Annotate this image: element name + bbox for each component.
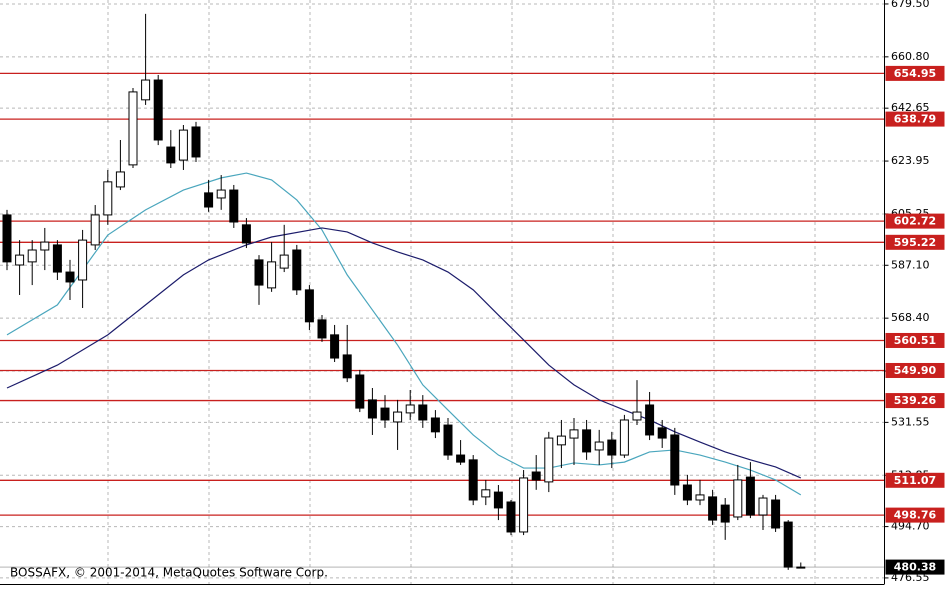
- candle-body: [645, 404, 655, 436]
- candle-body: [342, 354, 352, 379]
- candle-body: [607, 439, 617, 456]
- price-label-box: [885, 393, 945, 409]
- price-label-box: [885, 111, 945, 127]
- candle-body: [796, 566, 806, 569]
- candle-body: [178, 129, 188, 161]
- candle-body: [65, 271, 75, 283]
- price-label: 654.95: [894, 67, 936, 80]
- candle-body: [582, 429, 592, 453]
- levels: [0, 72, 885, 568]
- candle-body: [733, 479, 743, 518]
- moving-average: [6, 227, 802, 479]
- price-label: 539.26: [894, 394, 937, 407]
- candle-body: [279, 254, 289, 269]
- candle-body: [569, 429, 579, 439]
- candle-body: [632, 411, 642, 421]
- candle-body: [481, 489, 491, 498]
- price-label-box: [885, 507, 945, 523]
- candle-body: [267, 261, 277, 289]
- candle-body: [78, 239, 88, 281]
- price-label: 511.07: [894, 474, 936, 487]
- price-label: 560.51: [894, 334, 936, 347]
- candle-body: [304, 289, 314, 323]
- candle-body: [229, 189, 239, 223]
- y-tick-label: 642.65: [891, 101, 930, 114]
- candle-body: [758, 497, 768, 516]
- candle-body: [153, 79, 163, 141]
- candle-body: [367, 399, 377, 419]
- candle-body: [405, 404, 415, 414]
- candle-body: [783, 521, 793, 568]
- candle-body: [493, 491, 503, 509]
- price-label-box: [885, 472, 945, 488]
- candle-body: [204, 192, 214, 208]
- candle-body: [556, 435, 566, 446]
- candle-body: [544, 437, 554, 483]
- candle-body: [745, 476, 755, 516]
- candle-body: [430, 417, 440, 433]
- candle-body: [670, 434, 680, 486]
- price-label: 549.90: [894, 364, 937, 377]
- candle-body: [40, 241, 50, 251]
- candle-body: [393, 411, 403, 423]
- candle-body: [682, 484, 692, 501]
- candle-body: [619, 419, 629, 456]
- candle-body: [720, 504, 730, 523]
- vertical-grid: [107, 0, 816, 584]
- candle-body: [90, 214, 100, 246]
- candle-body: [771, 499, 781, 529]
- candle-body: [695, 494, 705, 501]
- price-label-box: [885, 362, 945, 378]
- price-axis: 679.50660.80642.65623.95605.25587.10568.…: [884, 0, 945, 584]
- y-tick-label: 660.80: [891, 50, 930, 63]
- candle-body: [103, 181, 113, 216]
- candle-body: [115, 171, 125, 188]
- price-label-box: [885, 559, 945, 575]
- candle-body: [128, 91, 138, 166]
- candle-body: [708, 496, 718, 521]
- candle-body: [216, 189, 226, 199]
- candle-body: [166, 146, 176, 164]
- price-label-box: [885, 332, 945, 348]
- candle-body: [443, 424, 453, 456]
- candle-body: [456, 454, 466, 463]
- price-label: 480.38: [894, 561, 936, 574]
- price-label-box: [885, 213, 945, 229]
- caption: BOSSAFX, © 2001-2014, MetaQuotes Softwar…: [10, 566, 328, 580]
- candle-body: [506, 501, 516, 533]
- price-label: 498.76: [894, 509, 937, 522]
- candle-body: [254, 259, 264, 286]
- candles: [2, 13, 806, 570]
- y-tick-label: 531.55: [891, 415, 930, 428]
- candle-body: [52, 244, 62, 273]
- y-tick-label: 568.40: [891, 311, 930, 324]
- price-label-box: [885, 65, 945, 81]
- candle-body: [191, 126, 201, 158]
- candle-body: [27, 249, 37, 263]
- y-tick-label: 679.50: [891, 0, 930, 10]
- candle-body: [519, 477, 529, 533]
- y-tick-label: 494.70: [891, 520, 930, 533]
- candle-body: [141, 79, 151, 101]
- price-label-box: [885, 234, 945, 250]
- candle-body: [292, 249, 302, 291]
- candle-body: [418, 404, 428, 421]
- price-label: 595.22: [894, 236, 936, 249]
- price-label: 602.72: [894, 215, 936, 228]
- candle-body: [594, 441, 604, 451]
- price-label: 638.79: [894, 113, 936, 126]
- candle-body: [330, 334, 340, 359]
- candle-body: [355, 374, 365, 409]
- candle-body: [241, 224, 251, 244]
- y-tick-label: 587.10: [891, 258, 930, 271]
- y-tick-label: 623.95: [891, 154, 930, 167]
- candle-body: [468, 459, 478, 501]
- candle-body: [380, 407, 390, 421]
- candle-body: [657, 427, 667, 439]
- candle-body: [317, 319, 327, 339]
- candle-body: [15, 254, 25, 266]
- candle-body: [2, 214, 12, 263]
- candle-body: [531, 471, 541, 481]
